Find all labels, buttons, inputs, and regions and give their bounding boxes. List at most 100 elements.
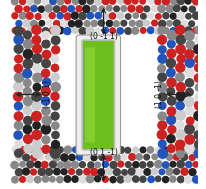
Circle shape bbox=[184, 13, 191, 20]
Circle shape bbox=[12, 146, 19, 153]
Circle shape bbox=[50, 54, 59, 63]
Circle shape bbox=[41, 96, 50, 106]
Circle shape bbox=[63, 27, 71, 35]
Circle shape bbox=[183, 146, 191, 154]
Circle shape bbox=[85, 175, 94, 183]
Circle shape bbox=[157, 45, 166, 54]
Circle shape bbox=[169, 0, 177, 5]
Circle shape bbox=[191, 11, 199, 20]
Circle shape bbox=[40, 124, 51, 135]
Circle shape bbox=[121, 169, 127, 176]
Circle shape bbox=[23, 96, 33, 106]
Circle shape bbox=[116, 175, 124, 184]
Circle shape bbox=[38, 20, 45, 27]
Circle shape bbox=[56, 0, 64, 6]
Circle shape bbox=[123, 174, 131, 183]
Circle shape bbox=[180, 5, 187, 12]
Circle shape bbox=[19, 161, 26, 168]
Circle shape bbox=[165, 68, 175, 78]
Circle shape bbox=[14, 149, 23, 158]
Circle shape bbox=[116, 146, 124, 154]
Circle shape bbox=[192, 44, 203, 55]
Circle shape bbox=[74, 19, 82, 28]
Circle shape bbox=[13, 91, 23, 102]
Circle shape bbox=[127, 5, 135, 13]
Circle shape bbox=[48, 12, 56, 19]
Circle shape bbox=[161, 176, 169, 183]
Circle shape bbox=[78, 175, 87, 184]
Circle shape bbox=[120, 5, 127, 12]
Circle shape bbox=[124, 27, 131, 35]
Circle shape bbox=[64, 0, 71, 5]
Circle shape bbox=[78, 0, 86, 5]
Circle shape bbox=[86, 146, 94, 154]
Circle shape bbox=[193, 73, 202, 83]
Circle shape bbox=[60, 153, 68, 162]
Circle shape bbox=[30, 20, 38, 28]
Circle shape bbox=[176, 12, 184, 20]
Circle shape bbox=[169, 161, 176, 168]
Circle shape bbox=[166, 144, 175, 153]
Circle shape bbox=[44, 4, 53, 13]
Circle shape bbox=[146, 0, 154, 5]
Circle shape bbox=[169, 146, 176, 154]
Circle shape bbox=[192, 110, 203, 121]
Circle shape bbox=[174, 62, 185, 73]
Circle shape bbox=[15, 154, 22, 161]
Circle shape bbox=[82, 154, 90, 162]
Circle shape bbox=[23, 106, 32, 115]
Circle shape bbox=[89, 168, 98, 176]
Circle shape bbox=[71, 146, 78, 153]
Circle shape bbox=[90, 5, 97, 12]
Circle shape bbox=[78, 161, 86, 168]
Circle shape bbox=[183, 96, 194, 107]
Circle shape bbox=[151, 153, 157, 160]
Circle shape bbox=[50, 72, 60, 82]
Circle shape bbox=[109, 146, 116, 153]
Circle shape bbox=[184, 68, 194, 78]
Circle shape bbox=[32, 72, 43, 83]
Circle shape bbox=[49, 26, 57, 35]
Circle shape bbox=[32, 44, 42, 54]
Circle shape bbox=[23, 49, 33, 59]
Circle shape bbox=[57, 161, 64, 169]
Circle shape bbox=[184, 58, 194, 68]
Circle shape bbox=[166, 106, 176, 116]
Circle shape bbox=[56, 146, 64, 153]
Circle shape bbox=[193, 63, 202, 72]
Circle shape bbox=[174, 139, 185, 150]
Circle shape bbox=[116, 12, 124, 20]
Circle shape bbox=[175, 82, 185, 92]
Circle shape bbox=[154, 147, 161, 154]
Circle shape bbox=[70, 161, 79, 169]
Circle shape bbox=[168, 175, 176, 183]
Circle shape bbox=[157, 101, 166, 110]
Circle shape bbox=[139, 0, 145, 5]
Circle shape bbox=[150, 19, 157, 27]
Circle shape bbox=[157, 72, 166, 82]
Circle shape bbox=[41, 39, 50, 49]
Circle shape bbox=[49, 160, 57, 169]
Circle shape bbox=[23, 39, 33, 49]
Circle shape bbox=[135, 5, 143, 13]
Circle shape bbox=[150, 5, 157, 12]
Circle shape bbox=[187, 20, 194, 27]
Circle shape bbox=[157, 112, 166, 121]
Circle shape bbox=[165, 4, 173, 13]
Circle shape bbox=[156, 120, 166, 130]
Circle shape bbox=[158, 153, 165, 161]
Circle shape bbox=[23, 116, 33, 125]
Circle shape bbox=[132, 12, 139, 19]
Circle shape bbox=[52, 153, 60, 162]
Circle shape bbox=[139, 146, 146, 153]
Circle shape bbox=[60, 19, 68, 27]
Circle shape bbox=[26, 175, 34, 183]
Circle shape bbox=[194, 35, 203, 44]
FancyBboxPatch shape bbox=[82, 40, 114, 150]
Circle shape bbox=[19, 176, 26, 183]
Circle shape bbox=[179, 167, 188, 176]
Circle shape bbox=[19, 27, 26, 35]
Circle shape bbox=[101, 146, 109, 153]
Text: (-1 0 1): (-1 0 1) bbox=[43, 81, 52, 108]
Circle shape bbox=[142, 19, 149, 27]
